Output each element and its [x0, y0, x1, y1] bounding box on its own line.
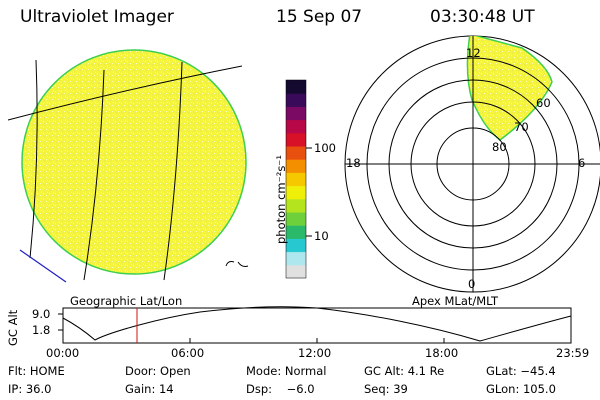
mlt-label-0: 0 [468, 277, 476, 291]
time-tick-18: 18:00 [425, 346, 459, 360]
colorbar-segment [286, 106, 306, 121]
colorbar-segment [286, 251, 306, 266]
altitude-plot [58, 306, 572, 344]
colorbar-segment [286, 225, 306, 239]
colorbar-segment [286, 159, 306, 173]
colorbar-segment [286, 172, 306, 187]
mlt-label-12: 12 [466, 46, 481, 60]
seq-status: Seq: 39 [364, 382, 408, 396]
colorbar-unit-label: photon cm⁻²s⁻¹ [274, 155, 288, 244]
colorbar-frame [285, 79, 307, 279]
time-tick-2359: 23:59 [556, 346, 590, 360]
colorbar-segment [286, 212, 306, 226]
altitude-tick-9: 9.0 [32, 307, 51, 321]
colorbar-tick-100: 100 [314, 141, 336, 155]
mode-status: Mode: Normal [246, 364, 327, 378]
earth-image [8, 49, 249, 283]
latitude-line [8, 65, 243, 121]
color-bar [285, 79, 307, 279]
polar-dial [344, 35, 600, 293]
flt-status: Flt: HOME [8, 364, 65, 378]
time-tick-00: 00:00 [46, 346, 80, 360]
instrument-title: Ultraviolet Imager [20, 7, 174, 27]
colorbar-segment [286, 185, 306, 200]
door-status: Door: Open [125, 364, 191, 378]
longitude-line-3 [163, 61, 183, 281]
colorbar-segment [286, 93, 306, 107]
altitude-curve [62, 306, 572, 342]
time-tick-06: 06:00 [171, 346, 205, 360]
mlat-label-70: 70 [514, 120, 529, 134]
altitude-plot-frame [62, 307, 572, 344]
colorbar-segment [286, 146, 306, 160]
altitude-tick-1-8: 1.8 [32, 323, 51, 337]
ip-status: IP: 36.0 [8, 382, 52, 396]
colorbar-segment [286, 264, 306, 279]
colorbar-segment [286, 132, 306, 147]
coastline-1 [19, 249, 67, 283]
longitude-line-2 [83, 69, 105, 281]
gain-status: Gain: 14 [125, 382, 174, 396]
time-label: 03:30:48 UT [430, 7, 535, 27]
longitude-line-1 [29, 59, 38, 259]
time-tick-12: 12:00 [298, 346, 332, 360]
colorbar-segment [286, 198, 306, 213]
mlat-label-80: 80 [492, 140, 507, 154]
colorbar-segment [286, 238, 306, 253]
glon-status: GLon: 105.0 [486, 382, 556, 396]
colorbar-segment [286, 80, 306, 94]
dsp-status: Dsp: −6.0 [246, 382, 315, 396]
right-panel-label: Apex MLat/MLT [412, 294, 499, 308]
coastline-2 [225, 261, 249, 267]
colorbar-segment [286, 119, 306, 134]
mlat-label-60: 60 [536, 96, 551, 110]
left-panel-label: Geographic Lat/Lon [70, 294, 183, 308]
earth-disk [21, 49, 247, 275]
mlt-label-6: 6 [578, 156, 586, 170]
colorbar-tick-10: 10 [314, 229, 329, 243]
colorbar-ticks [306, 147, 312, 237]
mlt-label-18: 18 [346, 156, 361, 170]
date-label: 15 Sep 07 [276, 7, 363, 27]
glat-status: GLat: −45.4 [486, 364, 556, 378]
gc-alt-status: GC Alt: 4.1 Re [364, 364, 445, 378]
altitude-axis-label: GC Alt [6, 309, 20, 346]
